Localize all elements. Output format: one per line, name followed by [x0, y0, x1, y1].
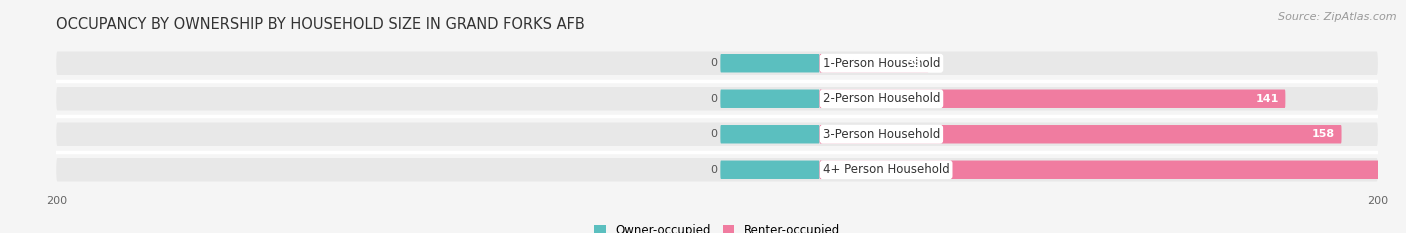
FancyBboxPatch shape [56, 158, 1378, 182]
Text: 0: 0 [710, 129, 717, 139]
FancyBboxPatch shape [56, 87, 1378, 110]
FancyBboxPatch shape [720, 161, 820, 179]
FancyBboxPatch shape [720, 125, 820, 144]
FancyBboxPatch shape [820, 54, 928, 72]
FancyBboxPatch shape [720, 89, 820, 108]
FancyBboxPatch shape [56, 51, 1378, 75]
Text: 158: 158 [1312, 129, 1334, 139]
Text: 2-Person Household: 2-Person Household [823, 92, 941, 105]
Text: 3-Person Household: 3-Person Household [823, 128, 941, 141]
Text: Source: ZipAtlas.com: Source: ZipAtlas.com [1278, 12, 1396, 22]
Text: 0: 0 [710, 58, 717, 68]
Legend: Owner-occupied, Renter-occupied: Owner-occupied, Renter-occupied [593, 224, 841, 233]
FancyBboxPatch shape [720, 54, 820, 72]
FancyBboxPatch shape [820, 161, 1406, 179]
Text: 0: 0 [710, 94, 717, 104]
Text: 141: 141 [1256, 94, 1279, 104]
FancyBboxPatch shape [56, 123, 1378, 146]
FancyBboxPatch shape [820, 125, 1341, 144]
Text: OCCUPANCY BY OWNERSHIP BY HOUSEHOLD SIZE IN GRAND FORKS AFB: OCCUPANCY BY OWNERSHIP BY HOUSEHOLD SIZE… [56, 17, 585, 31]
Text: 1-Person Household: 1-Person Household [823, 57, 941, 70]
FancyBboxPatch shape [820, 89, 1285, 108]
Text: 4+ Person Household: 4+ Person Household [823, 163, 949, 176]
Text: 33: 33 [907, 58, 922, 68]
Text: 0: 0 [710, 165, 717, 175]
